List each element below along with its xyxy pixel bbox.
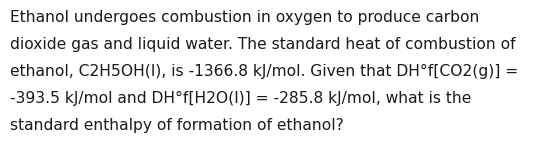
Text: Ethanol undergoes combustion in oxygen to produce carbon: Ethanol undergoes combustion in oxygen t…	[10, 10, 479, 25]
Text: ethanol, C2H5OH(l), is -1366.8 kJ/mol. Given that DH°f[CO2(g)] =: ethanol, C2H5OH(l), is -1366.8 kJ/mol. G…	[10, 64, 518, 79]
Text: dioxide gas and liquid water. The standard heat of combustion of: dioxide gas and liquid water. The standa…	[10, 37, 516, 52]
Text: -393.5 kJ/mol and DH°f[H2O(l)] = -285.8 kJ/mol, what is the: -393.5 kJ/mol and DH°f[H2O(l)] = -285.8 …	[10, 91, 472, 106]
Text: standard enthalpy of formation of ethanol?: standard enthalpy of formation of ethano…	[10, 118, 344, 133]
